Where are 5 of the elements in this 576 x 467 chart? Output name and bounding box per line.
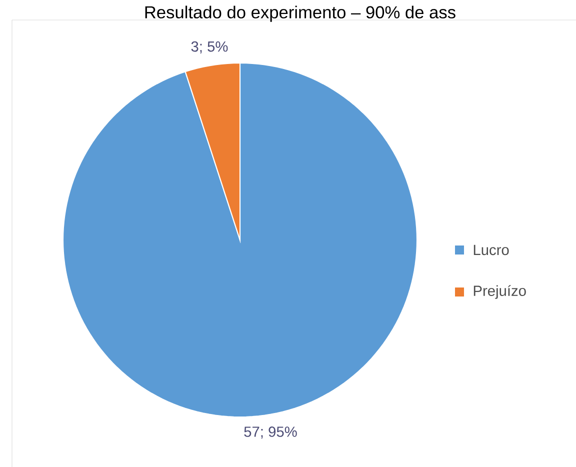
data-label: 3; 5% [191, 41, 228, 54]
legend-label: Lucro [474, 244, 509, 256]
chart-title: Resultado do experimento – 90% de ass [145, 6, 456, 22]
data-label: 57; 95% [244, 426, 297, 439]
legend-label: Prejuízo [474, 285, 526, 299]
